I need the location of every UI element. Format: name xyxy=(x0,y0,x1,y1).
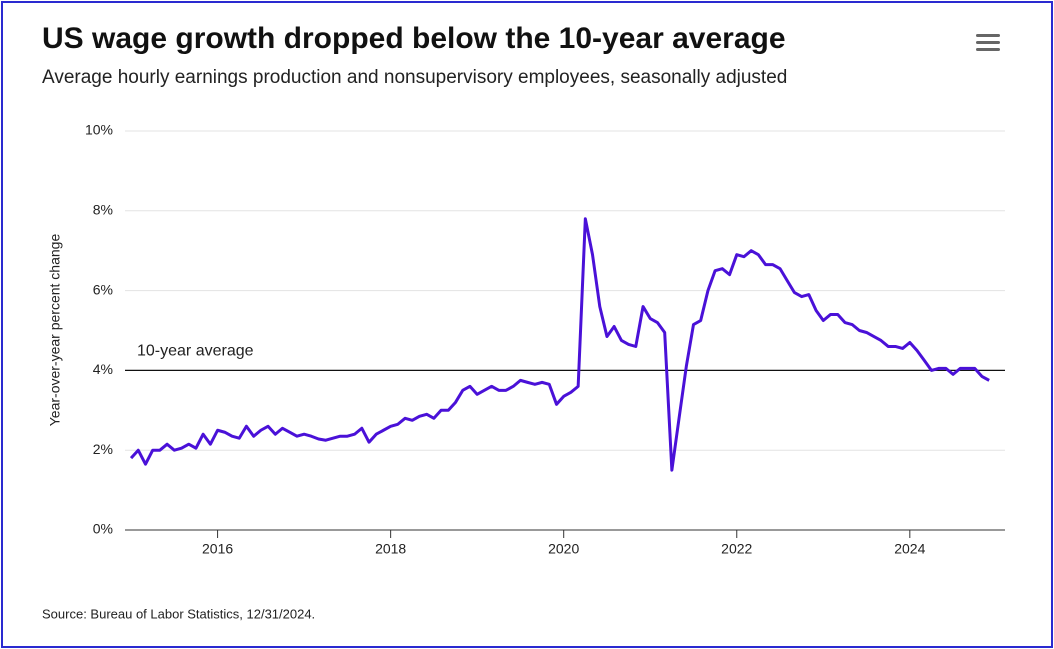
x-tick-label: 2022 xyxy=(721,541,752,557)
y-tick-label: 0% xyxy=(93,521,113,537)
average-label: 10-year average xyxy=(137,343,254,360)
y-tick-label: 2% xyxy=(93,441,113,457)
x-tick-label: 2016 xyxy=(202,541,233,557)
y-tick-label: 4% xyxy=(93,361,113,377)
x-tick-label: 2024 xyxy=(894,541,925,557)
menu-button[interactable] xyxy=(976,34,1000,51)
data-line xyxy=(129,217,990,472)
y-tick-label: 6% xyxy=(93,281,113,297)
chart-title: US wage growth dropped below the 10-year… xyxy=(42,22,786,55)
y-tick-label: 8% xyxy=(93,202,113,218)
y-axis-label: Year-over-year percent change xyxy=(47,234,63,427)
menu-bar xyxy=(976,34,1000,37)
menu-bar xyxy=(976,48,1000,51)
menu-bar xyxy=(976,41,1000,44)
source: Source: Bureau of Labor Statistics, 12/3… xyxy=(42,606,315,621)
x-tick-label: 2018 xyxy=(375,541,406,557)
y-tick-label: 10% xyxy=(85,122,113,138)
chart-subtitle: Average hourly earnings production and n… xyxy=(42,67,787,88)
x-tick-label: 2020 xyxy=(548,541,579,557)
